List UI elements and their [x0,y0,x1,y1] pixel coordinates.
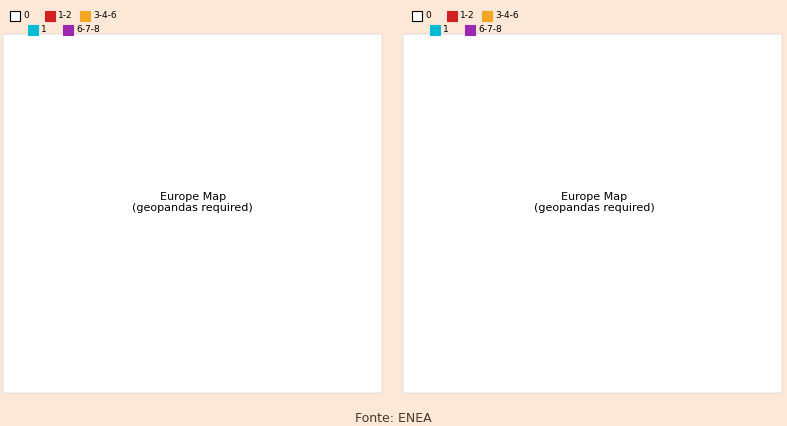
FancyBboxPatch shape [403,34,782,393]
Text: 0: 0 [23,12,29,20]
Bar [482,11,492,21]
Text: 6-7-8: 6-7-8 [478,26,502,35]
Bar [10,11,20,21]
Text: 6-7-8: 6-7-8 [76,26,100,35]
Text: 1: 1 [443,26,449,35]
Bar [80,11,90,21]
Text: 3-4-6: 3-4-6 [93,12,116,20]
Text: Europe Map
(geopandas required): Europe Map (geopandas required) [534,192,655,213]
Bar [465,25,475,35]
Bar [45,11,55,21]
Bar [447,11,457,21]
Bar [430,25,440,35]
Bar [412,11,422,21]
Bar [28,25,38,35]
FancyBboxPatch shape [3,34,382,393]
Text: 1: 1 [41,26,46,35]
Text: 3-4-6: 3-4-6 [495,12,519,20]
Text: 1-2: 1-2 [58,12,72,20]
Text: 0: 0 [425,12,430,20]
Text: Fonte: ENEA: Fonte: ENEA [355,412,431,424]
Text: 1-2: 1-2 [460,12,475,20]
Text: Europe Map
(geopandas required): Europe Map (geopandas required) [132,192,253,213]
Bar [63,25,73,35]
